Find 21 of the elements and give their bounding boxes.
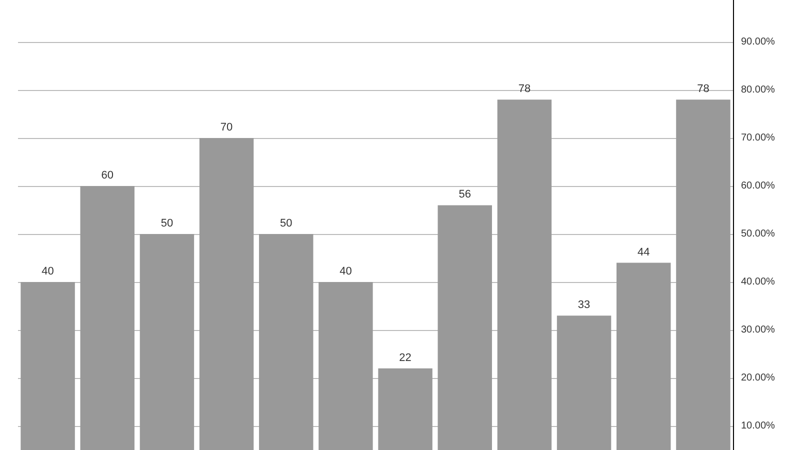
data-label: 33 xyxy=(578,299,590,312)
data-label: 44 xyxy=(638,246,650,258)
data-label: 78 xyxy=(518,83,531,96)
data-label: 40 xyxy=(340,266,352,278)
y-tick-label: 90.00% xyxy=(741,36,776,48)
y-tick-label: 80.00% xyxy=(741,84,776,96)
data-label: 40 xyxy=(42,266,54,278)
y-tick-label: 10.00% xyxy=(741,420,776,432)
data-label: 78 xyxy=(697,83,710,96)
y-tick-label: 30.00% xyxy=(741,324,776,336)
data-label: 56 xyxy=(458,188,471,201)
y-tick-label: 60.00% xyxy=(741,180,776,192)
y-tick-label: 40.00% xyxy=(741,276,776,288)
y-tick-label: 20.00% xyxy=(741,372,776,384)
data-label: 50 xyxy=(160,218,174,230)
data-label: 60 xyxy=(101,170,114,182)
y-tick-label: 70.00% xyxy=(741,132,776,144)
data-label: 50 xyxy=(280,218,292,230)
data-label: 70 xyxy=(220,122,233,134)
data-label: 22 xyxy=(399,352,412,364)
y-tick-label: 50.00% xyxy=(741,228,776,240)
